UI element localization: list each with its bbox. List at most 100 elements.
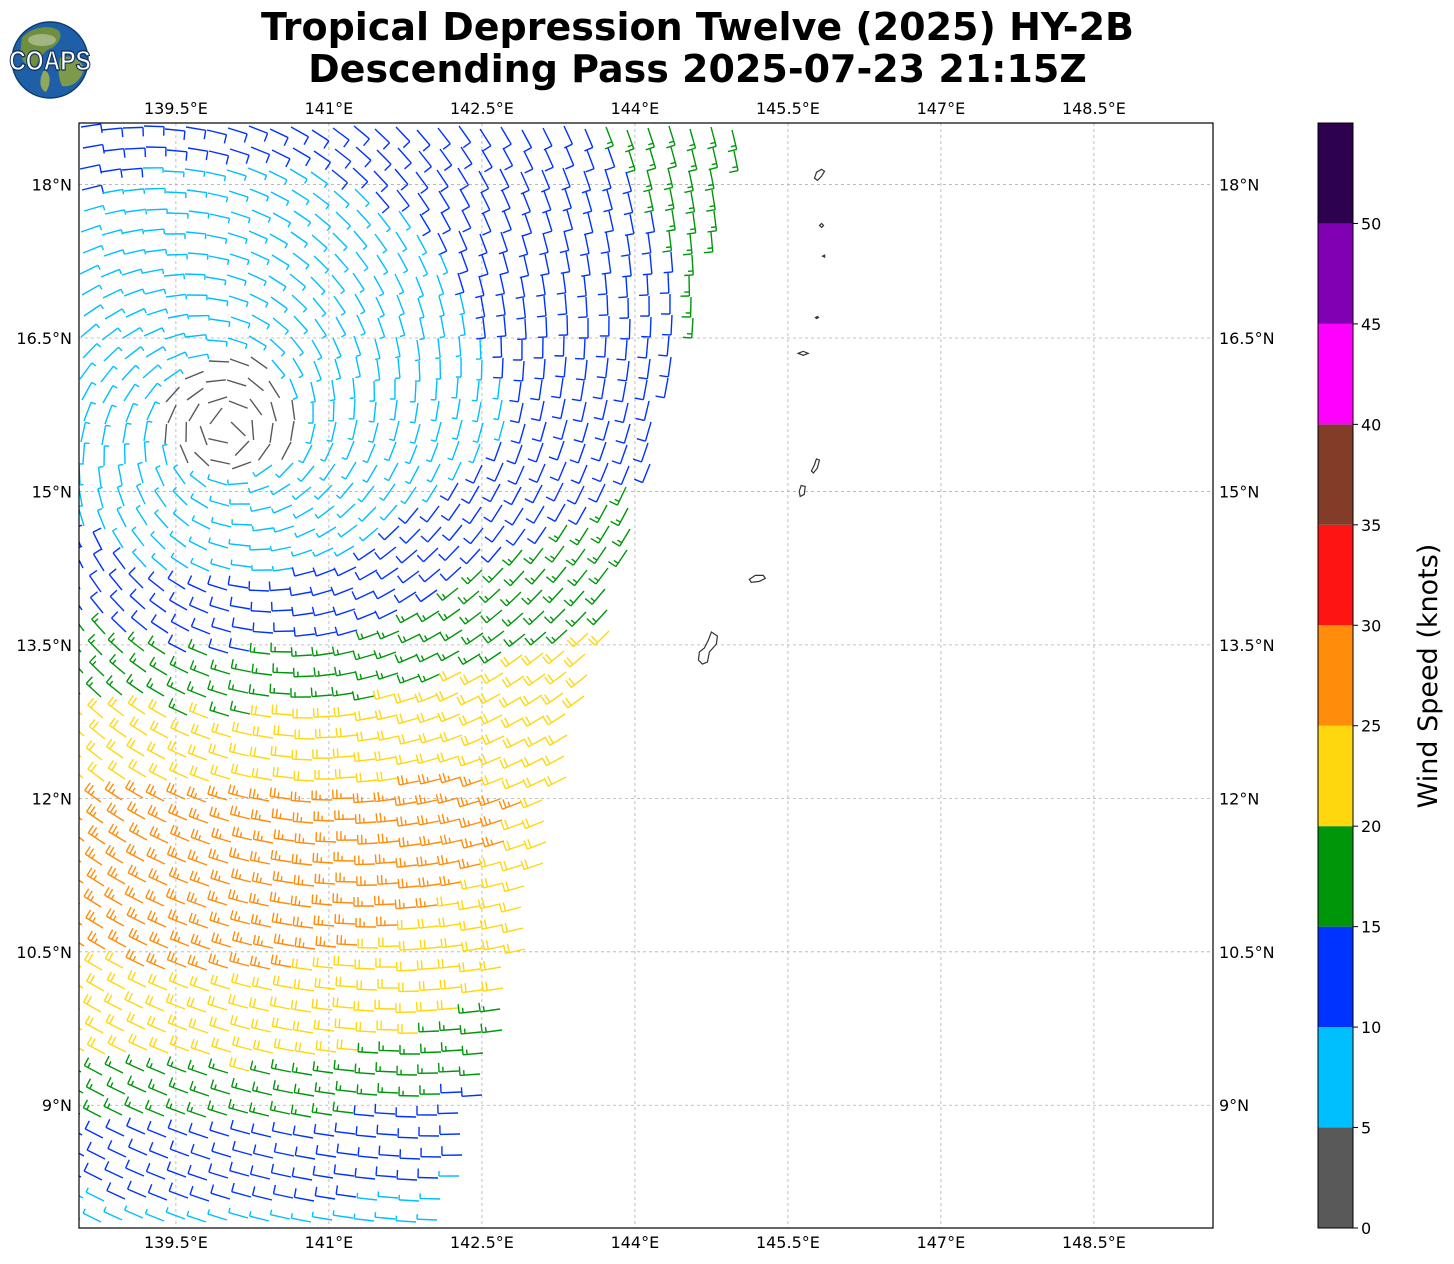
wind-barb xyxy=(355,1126,377,1138)
wind-barb xyxy=(146,308,169,316)
wind-barb xyxy=(146,1120,167,1138)
wind-barb xyxy=(111,527,124,549)
wind-barb xyxy=(416,547,439,563)
wind-barb xyxy=(248,892,270,907)
wind-barb xyxy=(79,773,84,779)
wind-barb xyxy=(409,402,419,424)
wind-barb xyxy=(126,1012,146,1030)
wind-barb xyxy=(81,184,105,195)
wind-barb xyxy=(356,876,378,887)
wind-barb xyxy=(271,912,293,926)
wind-barb xyxy=(188,596,209,614)
wind-barb xyxy=(168,866,189,884)
wind-barb xyxy=(82,244,105,254)
lon-tick-label-bottom: 142.5°E xyxy=(450,1233,514,1252)
wind-barb xyxy=(335,1185,357,1198)
wind-barb xyxy=(226,379,247,387)
wind-barb xyxy=(478,233,488,257)
wind-barb xyxy=(485,441,502,462)
wind-barb xyxy=(143,327,165,337)
wind-barb xyxy=(82,442,90,464)
wind-barb xyxy=(125,402,139,423)
wind-barb xyxy=(142,364,162,379)
wind-barb xyxy=(686,128,697,152)
wind-barb xyxy=(478,170,490,194)
wind-barb xyxy=(477,795,501,807)
wind-barb xyxy=(206,129,228,144)
wind-barb xyxy=(355,772,378,783)
wind-barb xyxy=(210,1184,231,1200)
wind-barb xyxy=(414,589,438,603)
wind-barb xyxy=(596,357,609,379)
wind-barb xyxy=(207,1209,228,1221)
wind-barb xyxy=(311,1211,333,1221)
wind-barb xyxy=(227,575,249,589)
wind-barb xyxy=(542,190,552,214)
wind-barb xyxy=(436,752,460,763)
wind-barb xyxy=(374,338,381,361)
wind-barb xyxy=(143,228,166,235)
wind-barb xyxy=(375,958,397,968)
wind-barb xyxy=(116,506,127,528)
wind-barb xyxy=(311,646,334,657)
wind-barb xyxy=(460,146,473,170)
wind-barb xyxy=(229,805,251,820)
wind-barb xyxy=(376,630,400,640)
wind-barb xyxy=(638,358,651,380)
wind-barb xyxy=(314,728,337,739)
wind-barb xyxy=(290,791,312,803)
wind-barb xyxy=(509,402,524,424)
wind-barb xyxy=(389,420,400,442)
wind-barb xyxy=(248,997,270,1012)
wind-barb xyxy=(271,1121,293,1136)
wind-barb xyxy=(208,537,229,549)
wind-barb xyxy=(598,294,609,317)
wind-barb xyxy=(332,893,354,904)
wind-barb xyxy=(357,938,379,949)
wind-barb xyxy=(289,586,312,597)
wind-barb xyxy=(228,847,250,862)
wind-barb xyxy=(102,384,118,404)
wind-barb xyxy=(478,588,501,604)
lon-tick-label-top: 144°E xyxy=(611,99,660,118)
wind-barb xyxy=(395,1215,417,1223)
wind-barb xyxy=(377,833,400,844)
wind-barb xyxy=(521,715,545,727)
wind-barb xyxy=(314,770,336,780)
wind-barb xyxy=(84,951,103,971)
wind-barb xyxy=(249,398,263,416)
wind-barb xyxy=(270,642,292,653)
wind-barb xyxy=(352,793,375,804)
wind-barb xyxy=(251,767,273,781)
wind-barb xyxy=(543,608,566,624)
wind-barb xyxy=(106,1076,126,1095)
wind-barb xyxy=(501,881,525,893)
wind-barb xyxy=(646,148,657,172)
wind-barb xyxy=(208,848,229,864)
wind-barb xyxy=(499,758,523,769)
wind-barb xyxy=(641,316,652,338)
wind-barb xyxy=(293,627,316,637)
wind-barb xyxy=(165,191,187,199)
wind-barb xyxy=(456,900,480,911)
wind-barb xyxy=(296,465,315,482)
wind-barb xyxy=(166,1056,187,1073)
wind-barb xyxy=(501,549,523,567)
wind-barb xyxy=(135,504,148,526)
wind-barb xyxy=(105,738,124,759)
wind-barb xyxy=(455,335,462,358)
wind-barb xyxy=(166,351,188,361)
wind-barb xyxy=(129,652,147,673)
wind-barb xyxy=(336,831,358,841)
wind-barb xyxy=(354,959,376,970)
colorbar-tick-label: 0 xyxy=(1361,1219,1371,1238)
wind-barb xyxy=(415,1001,438,1012)
wind-barb xyxy=(103,249,126,257)
wind-barb xyxy=(147,1078,168,1096)
wind-barb xyxy=(312,192,330,210)
wind-barb xyxy=(419,318,426,341)
wind-barb xyxy=(394,273,405,295)
wind-barb xyxy=(269,483,291,496)
wind-barb xyxy=(105,675,123,696)
colorbar-label: Wind Speed (knots) xyxy=(1413,544,1444,809)
